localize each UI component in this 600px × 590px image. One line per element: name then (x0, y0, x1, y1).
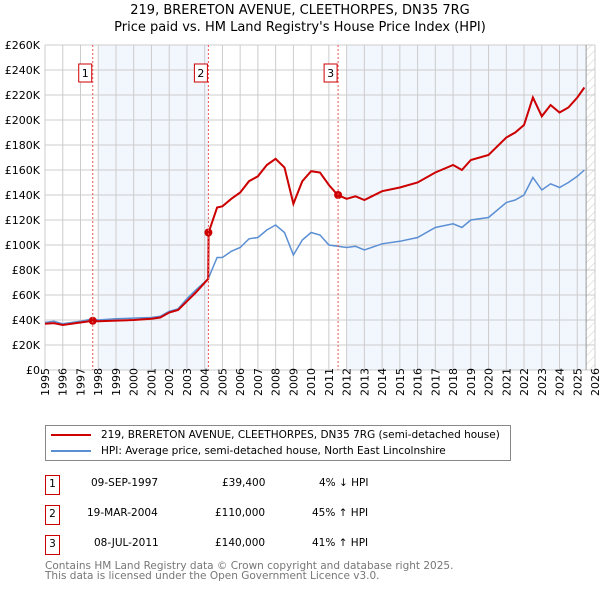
y-tick-label: £20K (12, 339, 41, 352)
x-tick-label: 2007 (252, 368, 265, 396)
x-tick-label: 2009 (287, 368, 300, 396)
x-tick-label: 2026 (589, 368, 600, 396)
x-tick-label: 2010 (305, 368, 318, 396)
x-tick-label: 2000 (128, 368, 141, 396)
chart: 1 2 3 1995 1996 1997 1998 1999 2000 2001 2002 2003 2… (5, 39, 600, 396)
x-tick-label: 2022 (518, 368, 531, 396)
legend-hpi: HPI: Average price, semi-detached house,… (101, 445, 446, 457)
date: 09-SEP-1997 (91, 477, 159, 489)
sale-marker-box (78, 63, 93, 83)
x-tick-label: 2020 (483, 368, 496, 396)
x-tick-label: 2016 (412, 368, 425, 396)
y-tick-label: £40K (12, 314, 41, 327)
property-price-line (44, 86, 586, 327)
x-tick-label: 2013 (358, 368, 371, 396)
x-tick-label: 2023 (536, 368, 549, 396)
x-tick-label: 1997 (74, 368, 87, 396)
sale-marker-label: 2 (197, 67, 204, 80)
x-tick-label: 2017 (429, 368, 442, 396)
y-tick-label: £80K (12, 264, 41, 277)
transaction-row: 2 19-MAR-2004 £110,000 45% ↑ HPI (45, 505, 445, 525)
sale-point (88, 316, 97, 325)
x-tick-label: 2011 (323, 368, 336, 396)
legend: 219, BRERETON AVENUE, CLEETHORPES, DN35 … (45, 425, 511, 461)
x-tick-label: 2004 (199, 368, 212, 396)
marker-badge: 3 (45, 535, 60, 555)
x-tick-label: 2003 (181, 368, 194, 396)
y-tick-label: £220K (5, 89, 41, 102)
price: £140,000 (215, 537, 266, 549)
price: £39,400 (222, 477, 266, 489)
date: 08-JUL-2011 (94, 537, 159, 549)
sale-marker-box (323, 63, 338, 83)
y-tick-label: £120K (5, 214, 41, 227)
shaded-period (98, 45, 209, 370)
x-tick-label: 2005 (216, 368, 229, 396)
x-tick-label: 2008 (270, 368, 283, 396)
x-tick-label: 2002 (163, 368, 176, 396)
hpi-diff: 41% ↑ HPI (312, 537, 369, 549)
y-tick-label: £260K (5, 39, 41, 52)
shaded-period (346, 45, 587, 370)
footer: Contains HM Land Registry data © Crown c… (45, 560, 454, 582)
hpi-diff: 4% ↓ HPI (319, 477, 369, 489)
subtitle: Price paid vs. HM Land Registry's House … (114, 20, 486, 35)
x-tick-label: 2021 (500, 368, 513, 396)
x-tick-label: 2015 (394, 368, 407, 396)
x-tick-label: 2001 (145, 368, 158, 396)
title-line: 219, BRERETON AVENUE, CLEETHORPES, DN35 … (130, 3, 470, 18)
chart-title: 219, BRERETON AVENUE, CLEETHORPES, DN35 … (0, 2, 600, 36)
sale-point (204, 228, 213, 237)
hpi-diff: 45% ↑ HPI (312, 507, 369, 519)
y-tick-label: £60K (12, 289, 41, 302)
x-tick-label: 1999 (110, 368, 123, 396)
marker-badge: 2 (45, 505, 60, 525)
y-tick-label: £160K (5, 164, 41, 177)
footer-line: Contains HM Land Registry data © Crown c… (45, 560, 454, 572)
price: £110,000 (215, 507, 266, 519)
x-tick-label: 2012 (341, 368, 354, 396)
transaction-row: 3 08-JUL-2011 £140,000 41% ↑ HPI (45, 535, 445, 555)
footer-line: This data is licensed under the Open Gov… (45, 570, 380, 582)
y-tick-label: £140K (5, 189, 41, 202)
x-tick-label: 1998 (92, 368, 105, 396)
y-tick-label: £100K (5, 239, 41, 252)
x-tick-label: 1996 (57, 368, 70, 396)
legend-red-swatch (51, 434, 91, 436)
transaction-row: 1 09-SEP-1997 £39,400 4% ↓ HPI (45, 475, 445, 495)
x-tick-label: 2019 (465, 368, 478, 396)
sale-marker-label: 1 (82, 67, 89, 80)
x-tick-label: 2014 (376, 368, 389, 396)
y-tick-label: £200K (5, 114, 41, 127)
legend-property: 219, BRERETON AVENUE, CLEETHORPES, DN35 … (101, 429, 500, 441)
sale-marker-label: 3 (327, 67, 334, 80)
sale-marker-box (193, 63, 208, 83)
date: 19-MAR-2004 (87, 507, 158, 519)
hpi-line (44, 169, 585, 325)
x-tick-label: 2024 (554, 368, 567, 396)
x-tick-label: 1995 (39, 368, 52, 396)
y-tick-label: £240K (5, 64, 41, 77)
future-hatch (586, 45, 595, 370)
x-tick-label: 2025 (571, 368, 584, 396)
legend-blue-swatch (51, 450, 91, 452)
x-tick-label: 2006 (234, 368, 247, 396)
x-tick-label: 2018 (447, 368, 460, 396)
marker-badge: 1 (45, 475, 60, 495)
y-tick-label: £0 (26, 364, 40, 377)
y-tick-label: £180K (5, 139, 41, 152)
